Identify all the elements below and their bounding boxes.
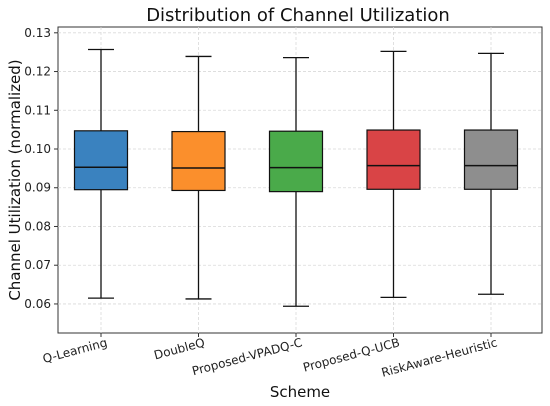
x-axis-ticks: Q-Learning DoubleQProposed-VPADQ-CPropose… [41, 333, 499, 380]
y-axis-ticks: 0.06 0.07 0.08 0.09 0.10 0.11 0.12 0.13 [24, 26, 58, 311]
plot-area [57, 26, 543, 334]
x-tick-label: DoubleQ [152, 335, 206, 362]
y-axis-title: Channel Utilization (normalized) [6, 59, 24, 300]
x-tick-label: Q-Learning [41, 335, 109, 366]
y-tick-label: 0.07 [24, 258, 51, 272]
box [171, 130, 226, 192]
y-tick-label: 0.13 [24, 26, 51, 40]
y-tick-label: 0.10 [24, 142, 51, 156]
box [463, 129, 519, 190]
y-tick-label: 0.06 [24, 297, 51, 311]
box [366, 129, 421, 190]
box [268, 130, 324, 193]
y-tick-label: 0.11 [24, 103, 51, 117]
chart-title: Distribution of Channel Utilization [146, 5, 450, 26]
x-axis-title: Scheme [270, 383, 330, 401]
y-tick-label: 0.09 [24, 181, 51, 195]
box [73, 130, 129, 191]
x-tick-label: Proposed-VPADQ-C [191, 335, 304, 378]
y-tick-label: 0.12 [24, 65, 51, 79]
y-tick-label: 0.08 [24, 219, 51, 233]
boxes-layer [73, 48, 519, 307]
